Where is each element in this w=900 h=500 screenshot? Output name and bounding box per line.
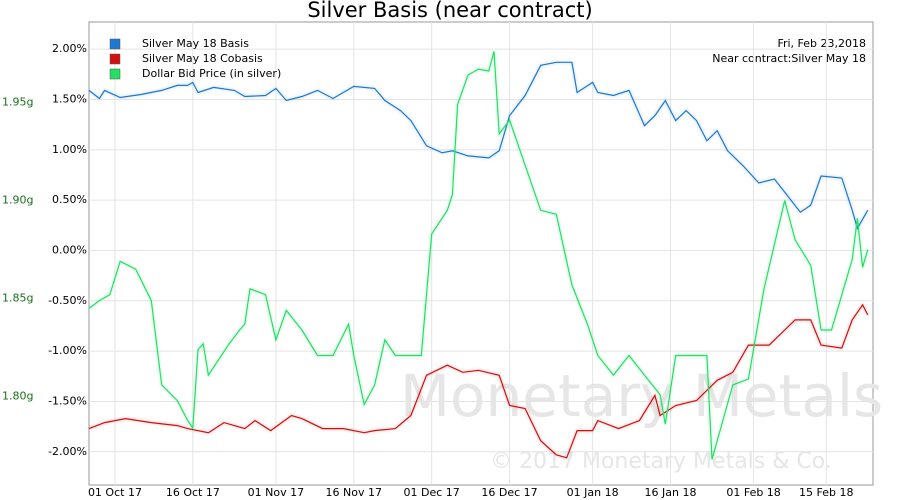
y-tick-label: 1.50% (52, 93, 87, 106)
x-tick-label: 01 Dec 17 (404, 486, 460, 499)
y2-tick-label: 1.90g (2, 194, 33, 207)
x-tick-label: 01 Nov 17 (248, 486, 304, 499)
x-tick-label: 16 Dec 17 (481, 486, 537, 499)
x-tick-label: 01 Feb 18 (726, 486, 780, 499)
annotation: Near contract:Silver May 18 (712, 52, 866, 65)
y-tick-label: 2.00% (52, 42, 87, 55)
y-tick-label: 0.50% (52, 193, 87, 206)
x-tick-label: 01 Jan 18 (567, 486, 619, 499)
y2-tick-label: 1.80g (2, 390, 33, 403)
y-tick-label: -0.50% (48, 294, 87, 307)
chart-title: Silver Basis (near contract) (307, 0, 592, 22)
y-tick-label: 1.00% (52, 143, 87, 156)
watermark: Monetary Metals (400, 362, 883, 430)
y-tick-label: -2.00% (48, 445, 87, 458)
watermark-copyright: © 2017 Monetary Metals & Co. (490, 449, 832, 474)
y-tick-label: 0.00% (52, 243, 87, 256)
x-tick-label: 15 Feb 18 (799, 486, 853, 499)
y2-tick-label: 1.85g (2, 292, 33, 305)
series-line (88, 61, 869, 230)
legend-label: Dollar Bid Price (in silver) (142, 67, 281, 80)
y-tick-label: -1.00% (48, 344, 87, 357)
x-tick-label: 16 Oct 17 (166, 486, 220, 499)
series-line (88, 303, 869, 459)
x-tick-label: 16 Nov 17 (326, 486, 382, 499)
legend-label: Silver May 18 Cobasis (142, 52, 263, 65)
legend-label: Silver May 18 Basis (142, 37, 249, 50)
x-tick-label: 01 Oct 17 (88, 486, 142, 499)
annotation: Fri, Feb 23,2018 (777, 37, 866, 50)
x-tick-label: 16 Jan 18 (645, 486, 697, 499)
y2-tick-label: 1.95g (2, 95, 33, 108)
legend-swatch (109, 53, 121, 65)
y-tick-label: -1.50% (48, 394, 87, 407)
series-line (88, 51, 869, 460)
legend-swatch (109, 68, 121, 80)
legend-swatch (109, 38, 121, 50)
